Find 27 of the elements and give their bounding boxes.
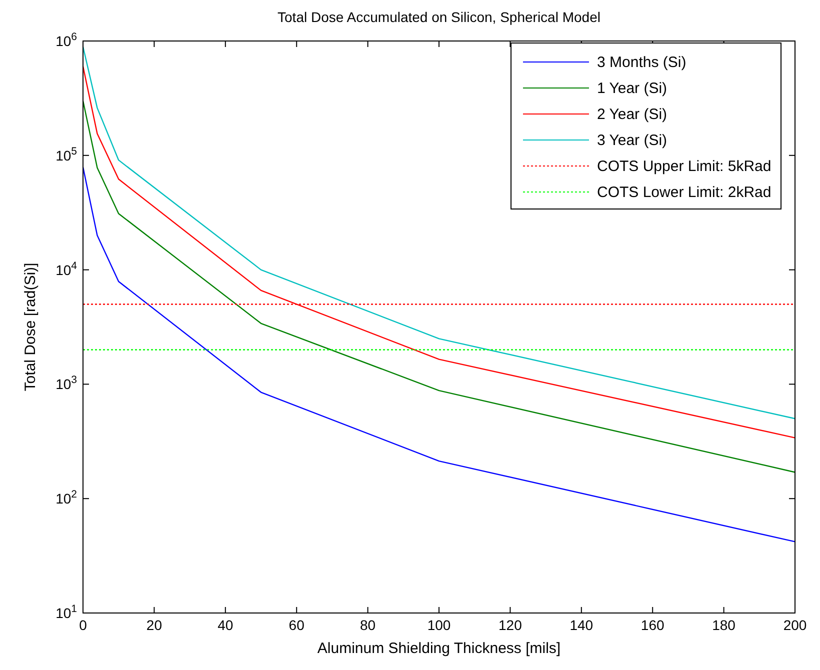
x-tick-label: 140: [570, 617, 594, 633]
chart-title: Total Dose Accumulated on Silicon, Spherical Model: [278, 9, 600, 25]
line-series: [82, 100, 796, 473]
x-tick-label: 120: [498, 617, 522, 633]
legend-label: COTS Lower Limit: 2kRad: [597, 184, 772, 201]
legend-label: 2 Year (Si): [597, 106, 668, 123]
x-tick-label: 20: [146, 617, 162, 633]
y-tick-label: 10$^{6}$: [56, 31, 78, 49]
x-tick-label: 100: [427, 617, 451, 633]
x-tick-label: 160: [640, 617, 664, 633]
legend-label: 1 Year (Si): [597, 80, 668, 97]
legend-label: 3 Year (Si): [597, 132, 668, 149]
y-tick-label: 10$^{1}$: [56, 603, 78, 621]
x-axis-title: Aluminum Shielding Thickness [mils]: [317, 640, 561, 657]
y-tick-label: 10$^{5}$: [56, 145, 78, 164]
x-tick-label: 60: [288, 617, 305, 633]
y-tick-label: 10$^{4}$: [56, 260, 78, 278]
y-axis-title: Total Dose [rad(Si)]: [22, 262, 39, 392]
x-tick-label: 200: [783, 617, 807, 633]
legend-label: 3 Months (Si): [597, 54, 686, 71]
x-tick-label: 40: [218, 617, 234, 633]
y-tick-label: 10$^{2}$: [56, 488, 78, 507]
x-tick-label: 180: [712, 617, 736, 633]
x-tick-label: 80: [360, 617, 376, 633]
legend-label: COTS Upper Limit: 5kRad: [597, 158, 772, 175]
y-tick-label: 10$^{3}$: [56, 374, 78, 392]
x-tick-label: 0: [79, 617, 88, 633]
